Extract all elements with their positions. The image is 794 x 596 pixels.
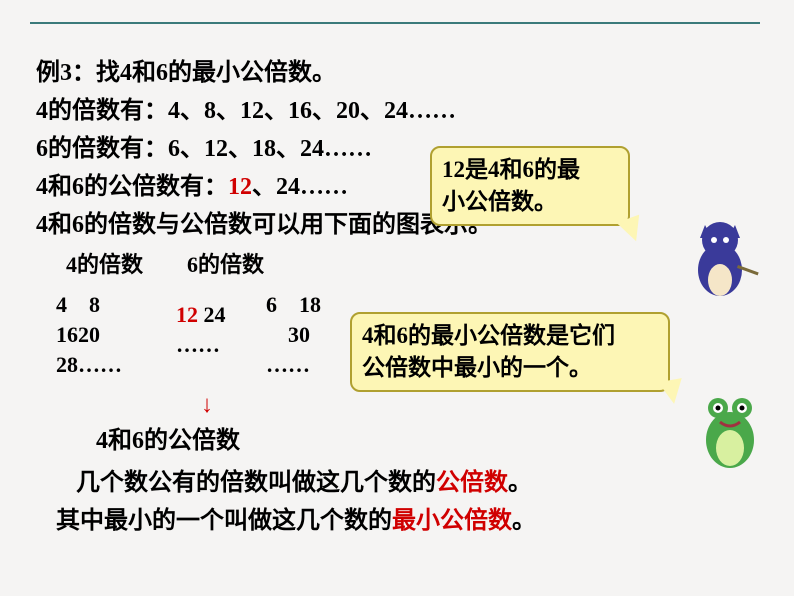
venn-intersection: 12 24 …… xyxy=(176,300,266,360)
multiples-of-6: 6的倍数有：6、12、18、24…… xyxy=(36,130,756,168)
venn-caption: 4和6的公倍数 xyxy=(96,422,756,460)
common-suffix: 、24…… xyxy=(252,174,348,200)
diagram-intro: 4和6的倍数与公倍数可以用下面的图表示。 xyxy=(36,206,756,244)
venn-titles: 4的倍数 6的倍数 xyxy=(66,246,756,284)
venn-left-set: 4 8 1620 28…… xyxy=(56,290,166,380)
callout2-tail xyxy=(658,378,686,406)
def2-black: 其中最小的一个叫做这几个数的 xyxy=(56,508,392,534)
top-rule xyxy=(30,22,760,24)
def1-black: 几个数公有的倍数叫做这几个数的 xyxy=(76,470,436,496)
venn-mid-row: 12 24 xyxy=(176,300,266,330)
cat-character-icon xyxy=(680,210,760,310)
callout-smallest: 4和6的最小公倍数是它们 公倍数中最小的一个。 xyxy=(350,312,670,392)
venn-mid-black: 24 xyxy=(198,302,226,327)
venn-left-row: 28…… xyxy=(56,350,166,380)
venn-left-row: 4 8 xyxy=(56,290,166,320)
common-highlight: 12 xyxy=(228,174,252,200)
multiples-of-4: 4的倍数有：4、8、12、16、20、24…… xyxy=(36,92,756,130)
venn-right-title: 6的倍数 xyxy=(187,252,264,277)
slide-content: 例3：找4和6的最小公倍数。 4的倍数有：4、8、12、16、20、24…… 6… xyxy=(36,54,756,540)
definition-2: 其中最小的一个叫做这几个数的最小公倍数。 xyxy=(56,502,756,540)
venn-left-title: 4的倍数 xyxy=(66,252,143,277)
def1-red: 公倍数 xyxy=(436,470,508,496)
callout2-line1: 4和6的最小公倍数是它们 xyxy=(362,320,658,352)
definition-1: 几个数公有的倍数叫做这几个数的公倍数。 xyxy=(76,464,756,502)
example-title: 例3：找4和6的最小公倍数。 xyxy=(36,54,756,92)
callout1-line1: 12是4和6的最 xyxy=(442,154,618,186)
callout2-line2: 公倍数中最小的一个。 xyxy=(362,352,658,384)
venn-diagram: 4 8 1620 28…… 12 24 …… 6 18 30 …… ↓ xyxy=(56,290,386,420)
def1-tail: 。 xyxy=(508,470,532,496)
down-arrow-icon: ↓ xyxy=(201,390,213,420)
definitions: 几个数公有的倍数叫做这几个数的公倍数。 其中最小的一个叫做这几个数的最小公倍数。 xyxy=(76,464,756,540)
def2-tail: 。 xyxy=(512,508,536,534)
callout-lcm: 12是4和6的最 小公倍数。 xyxy=(430,146,630,226)
def2-red: 最小公倍数 xyxy=(392,508,512,534)
common-multiples-line: 4和6的公倍数有：12、24…… xyxy=(36,168,756,206)
callout1-line2: 小公倍数。 xyxy=(442,186,618,218)
common-prefix: 4和6的公倍数有： xyxy=(36,174,228,200)
venn-mid-ellipsis: …… xyxy=(176,330,266,360)
venn-mid-red: 12 xyxy=(176,302,198,327)
frog-character-icon xyxy=(690,380,770,480)
venn-left-row: 1620 xyxy=(56,320,166,350)
